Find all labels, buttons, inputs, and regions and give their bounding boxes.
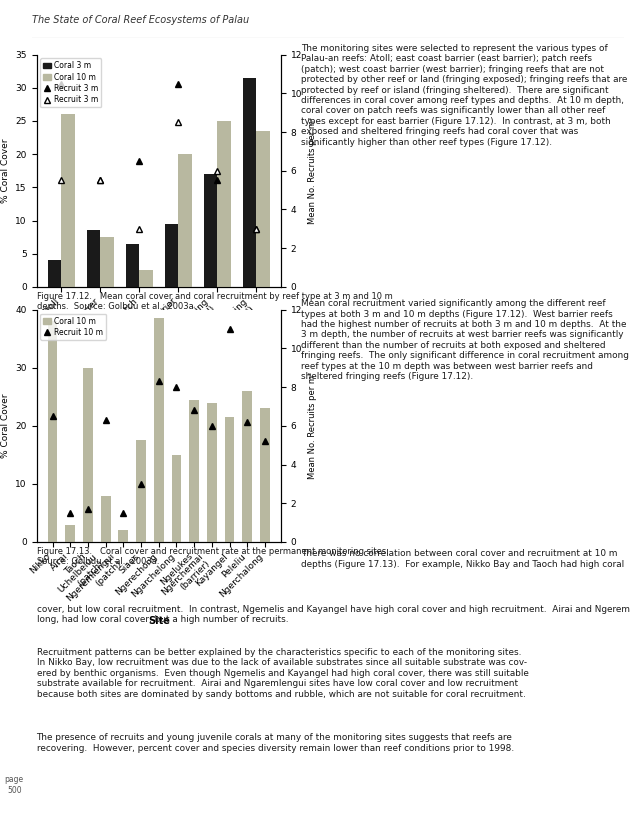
Bar [139, 271, 153, 287]
Text: page
500: page 500 [4, 775, 24, 795]
Bar [171, 455, 181, 542]
Bar [125, 244, 139, 287]
X-axis label: Reef Type: Reef Type [132, 351, 186, 361]
Bar [207, 403, 217, 542]
Bar [101, 496, 110, 542]
Bar [154, 319, 164, 542]
Bar [87, 231, 100, 287]
Text: The presence of recruits and young juvenile corals at many of the monitoring sit: The presence of recruits and young juven… [37, 734, 513, 753]
Bar [61, 114, 75, 287]
Text: The State of Coral Reef Ecosystems of Palau: The State of Coral Reef Ecosystems of Pa… [32, 15, 249, 25]
Legend: Coral 10 m, Recruit 10 m: Coral 10 m, Recruit 10 m [40, 314, 106, 340]
Bar [48, 260, 61, 287]
Y-axis label: % Coral Cover: % Coral Cover [1, 139, 9, 203]
Bar [136, 440, 146, 542]
Y-axis label: % Coral Cover: % Coral Cover [1, 394, 9, 458]
Text: Figure 17.12.   Mean coral cover and coral recruitment by reef type at 3 m and 1: Figure 17.12. Mean coral cover and coral… [37, 292, 392, 311]
Bar [225, 417, 234, 542]
Bar [48, 321, 57, 542]
Text: There was no correlation between coral cover and recruitment at 10 m depths (Fig: There was no correlation between coral c… [301, 549, 624, 569]
Text: Figure 17.13.   Coral cover and recruitment rate at the permanent monitoring sit: Figure 17.13. Coral cover and recruitmen… [37, 547, 389, 566]
Bar [203, 174, 217, 287]
Bar [100, 237, 114, 287]
Bar [243, 391, 252, 542]
X-axis label: Site: Site [148, 616, 169, 626]
Bar [66, 525, 75, 542]
Bar [118, 531, 129, 542]
Bar [217, 121, 231, 287]
Text: cover, but low coral recruitment.  In contrast, Ngemelis and Kayangel have high : cover, but low coral recruitment. In con… [37, 605, 630, 624]
Y-axis label: Mean No. Recruits per m²: Mean No. Recruits per m² [308, 117, 317, 224]
Text: Mean coral recruitment varied significantly among the different reef types at bo: Mean coral recruitment varied significan… [301, 299, 629, 381]
Text: Recruitment patterns can be better explained by the characteristics specific to : Recruitment patterns can be better expla… [37, 648, 529, 698]
Legend: Coral 3 m, Coral 10 m, Recruit 3 m, Recruit 3 m: Coral 3 m, Coral 10 m, Recruit 3 m, Recr… [40, 59, 101, 108]
Bar [164, 224, 178, 287]
Bar [260, 408, 270, 542]
Bar [178, 154, 192, 287]
Bar [189, 399, 199, 542]
Bar [256, 131, 270, 287]
Text: Palau: Palau [7, 286, 21, 333]
Bar [243, 77, 256, 287]
Bar [83, 368, 93, 542]
Text: The monitoring sites were selected to represent the various types of Palau-an re: The monitoring sites were selected to re… [301, 44, 627, 147]
Y-axis label: Mean No. Recruits per m²: Mean No. Recruits per m² [308, 372, 317, 479]
